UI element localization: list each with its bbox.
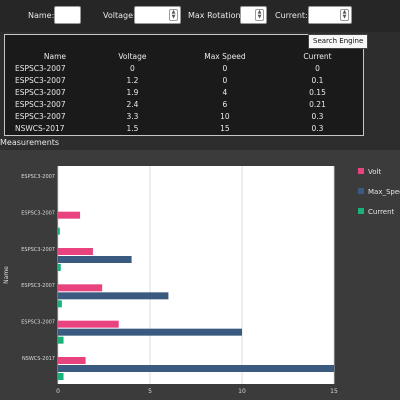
table-cell: NSWCS-2017 xyxy=(15,123,65,133)
voltage-spinner-icon[interactable]: ▲ ▼ xyxy=(169,9,178,21)
table-cell: ESPSC3-2007 xyxy=(15,75,66,85)
current-input[interactable]: ▲ ▼ xyxy=(308,6,352,24)
table-cell: 6 xyxy=(222,99,228,109)
max-rotation-label: Max Rotation: xyxy=(188,11,244,20)
legend-swatch xyxy=(358,208,364,214)
search-engine-tooltip: Search Engine xyxy=(308,34,369,49)
legend-label: Volt xyxy=(368,168,381,176)
legend-swatch xyxy=(358,188,364,194)
bar-current xyxy=(58,336,64,344)
legend-label: Current xyxy=(368,208,395,216)
current-spinner-icon[interactable]: ▲ ▼ xyxy=(340,9,349,21)
voltage-label: Voltage: xyxy=(103,11,136,20)
table-cell: 0 xyxy=(222,63,228,73)
bar-volt xyxy=(58,284,103,292)
table-cell: 10 xyxy=(220,111,230,121)
current-label: Current: xyxy=(275,11,308,20)
x-tick-label: 0 xyxy=(56,388,60,395)
table-cell: 0.1 xyxy=(311,75,324,85)
measurements-chart: 0 5 10 15 ESPSC3-2007 ESPSC3-2007 ESPSC3-2007 E… xyxy=(3,166,400,395)
y-tick-label: ESPSC3-2007 xyxy=(21,247,55,253)
table-cell: 1.9 xyxy=(126,87,139,97)
name-label: Name: xyxy=(28,11,55,20)
column-header: Current xyxy=(303,52,332,61)
bar-current xyxy=(58,227,60,235)
table-cell: 1.2 xyxy=(126,75,139,85)
table-cell: 0.3 xyxy=(311,111,324,121)
data-table: Name Voltage Max Speed Current ESPSC3-20… xyxy=(15,51,355,134)
table-cell: ESPSC3-2007 xyxy=(15,99,66,109)
table-cell: 0.3 xyxy=(311,123,324,133)
bar-volt xyxy=(58,357,86,364)
y-tick-label: NSWCS-2017 xyxy=(22,356,55,362)
table-cell: ESPSC3-2007 xyxy=(15,111,66,121)
column-header: Max Speed xyxy=(204,52,246,61)
bar-current xyxy=(58,373,64,380)
bar-max-speed xyxy=(58,292,169,300)
bar-max-speed xyxy=(58,365,334,372)
bar-max-speed xyxy=(58,256,132,263)
table-cell: 0 xyxy=(315,63,320,73)
section-title: Measurements xyxy=(0,138,60,147)
table-cell: ESPSC3-2007 xyxy=(15,87,66,97)
table-header-row: Name Voltage Max Speed Current xyxy=(15,51,355,62)
max-rotation-spinner-icon[interactable]: ▲ ▼ xyxy=(255,9,264,21)
table-row: NSWCS-2017 1.5 15 0.3 xyxy=(15,122,355,134)
x-tick-label: 5 xyxy=(148,388,152,395)
voltage-input[interactable]: ▲ ▼ xyxy=(134,6,181,24)
table-cell: 0 xyxy=(130,63,135,73)
column-header: Name xyxy=(43,52,67,61)
bar-volt xyxy=(58,320,119,328)
table-cell: 3.3 xyxy=(126,111,139,121)
y-tick-label: ESPSC3-2007 xyxy=(21,211,55,217)
table-cell: 0 xyxy=(222,75,228,85)
table-cell: 0.21 xyxy=(309,99,326,109)
data-table-panel: Name Voltage Max Speed Current ESPSC3-20… xyxy=(4,34,364,136)
legend-label: Max_Speed xyxy=(368,188,400,196)
max-rotation-input[interactable]: ▲ ▼ xyxy=(240,6,267,24)
y-tick-label: ESPSC3-2007 xyxy=(21,283,55,289)
table-row: ESPSC3-2007 1.9 4 0.15 xyxy=(15,86,355,98)
legend-swatch xyxy=(358,168,364,174)
table-row: ESPSC3-2007 0 0 0 xyxy=(15,62,355,74)
table-cell: 1.5 xyxy=(126,123,139,133)
table-cell: ESPSC3-2007 xyxy=(15,63,66,73)
y-tick-label: ESPSC3-2007 xyxy=(21,320,55,326)
table-row: ESPSC3-2007 2.4 6 0.21 xyxy=(15,98,355,110)
bar-volt xyxy=(58,211,81,219)
column-header: Voltage xyxy=(118,52,147,61)
x-tick-label: 15 xyxy=(330,388,338,395)
name-input[interactable] xyxy=(54,6,81,24)
bar-current xyxy=(58,300,62,308)
y-axis-label: Name xyxy=(3,266,10,284)
plot-area xyxy=(58,166,334,384)
table-cell: 4 xyxy=(222,87,228,97)
table-row: ESPSC3-2007 3.3 10 0.3 xyxy=(15,110,355,122)
y-tick-label: ESPSC3-2007 xyxy=(21,174,55,180)
x-tick-label: 10 xyxy=(238,388,246,395)
table-cell: 0.15 xyxy=(309,87,326,97)
bar-volt xyxy=(58,248,93,255)
bar-max-speed xyxy=(58,328,242,336)
bar-current xyxy=(58,264,61,271)
table-cell: 15 xyxy=(220,123,230,133)
chart-panel: 0 5 10 15 ESPSC3-2007 ESPSC3-2007 ESPSC3-2007 E… xyxy=(0,150,400,400)
table-cell: 2.4 xyxy=(126,99,139,109)
filter-bar: Name: Voltage: ▲ ▼ Max Rotation: ▲ ▼ Curre… xyxy=(0,0,400,32)
table-row: ESPSC3-2007 1.2 0 0.1 xyxy=(15,74,355,86)
